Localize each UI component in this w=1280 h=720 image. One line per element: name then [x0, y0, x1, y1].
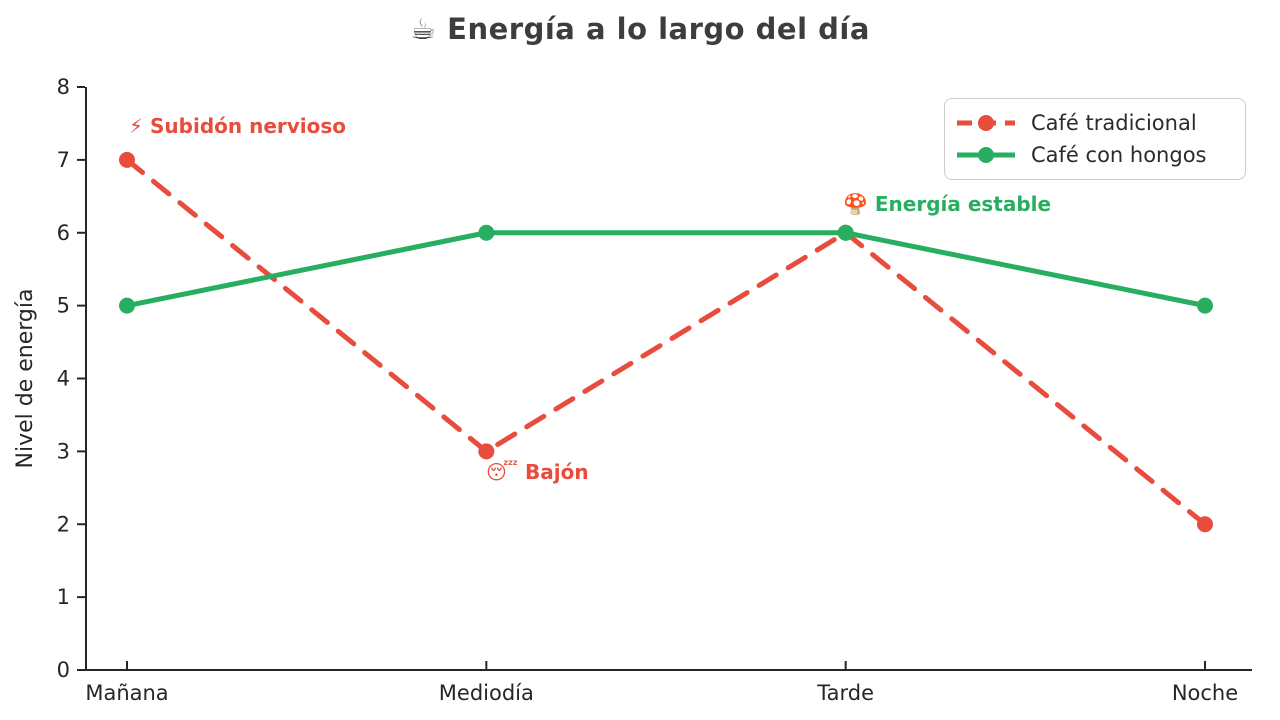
series-marker-1	[119, 297, 135, 314]
x-tick-label: Noche	[1172, 681, 1238, 705]
y-tick-label: 2	[57, 512, 70, 536]
x-tick-label: Mañana	[85, 681, 168, 705]
y-tick-label: 0	[57, 658, 70, 682]
y-tick-label: 6	[57, 221, 70, 245]
series-marker-1	[1197, 297, 1213, 314]
series-marker-0	[119, 151, 135, 168]
series-marker-0	[478, 443, 495, 460]
series-marker-1	[837, 224, 854, 241]
chart-title: ☕ Energía a lo largo del día	[410, 12, 870, 46]
legend-label-traditional: Café tradicional	[1031, 111, 1197, 135]
chart-legend: Café tradicional Café con hongos	[944, 98, 1246, 180]
legend-item-mushroom: Café con hongos	[955, 143, 1233, 167]
series-line-1	[124, 230, 1208, 309]
annotation-stable-energy: 🍄 Energía estable	[843, 192, 1052, 216]
series-marker-0	[1197, 516, 1213, 533]
y-tick-label: 8	[57, 75, 70, 99]
y-axis-label: Nivel de energía	[13, 289, 38, 469]
x-tick-label: Mediodía	[439, 681, 534, 705]
legend-label-mushroom: Café con hongos	[1031, 143, 1207, 167]
y-tick-label: 3	[57, 439, 70, 463]
legend-sample-dashed-red-line	[957, 115, 1015, 131]
x-tick-label: Tarde	[816, 681, 874, 705]
annotation-nervous-spike: ⚡ Subidón nervioso	[129, 114, 347, 138]
annotation-crash: 😴 Bajón	[486, 460, 589, 484]
legend-item-traditional: Café tradicional	[955, 111, 1233, 135]
y-tick-label: 1	[57, 585, 70, 609]
series-marker-1	[478, 224, 495, 241]
y-tick-label: 7	[57, 148, 70, 172]
legend-sample-solid-green-line	[957, 147, 1015, 163]
y-tick-label: 5	[57, 294, 70, 318]
y-tick-label: 4	[57, 367, 70, 391]
